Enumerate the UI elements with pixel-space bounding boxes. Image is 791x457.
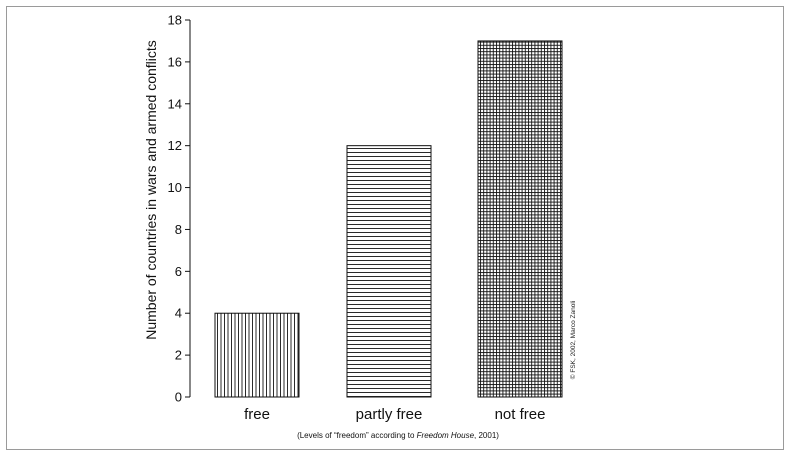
y-axis-title: Number of countries in wars and armed co… [143, 40, 159, 340]
y-axis: 0 2 4 6 8 10 12 14 16 18 [168, 13, 191, 405]
footnote-suffix: , 2001) [474, 431, 499, 440]
footnote-source: Freedom House [417, 431, 475, 440]
y-tick-label: 18 [168, 13, 182, 28]
x-category-label: partly free [356, 406, 423, 423]
bar-partly-free [346, 145, 432, 398]
footnote-prefix: (Levels of “freedom” according to [297, 431, 417, 440]
bar-not-free [477, 40, 563, 398]
bar-free [214, 312, 300, 398]
bars [214, 40, 563, 398]
y-tick-label: 8 [175, 222, 182, 237]
x-category-label: free [244, 406, 270, 423]
y-tick-label: 2 [175, 348, 182, 363]
source-footnote: (Levels of “freedom” according to Freedo… [297, 431, 499, 440]
x-axis-labels: free partly free not free [244, 406, 545, 423]
y-tick-label: 14 [168, 96, 182, 111]
y-tick-label: 16 [168, 54, 182, 69]
y-tick-label: 6 [175, 264, 182, 279]
y-tick-label: 10 [168, 180, 182, 195]
y-tick-label: 12 [168, 138, 182, 153]
x-category-label: not free [495, 406, 546, 423]
copyright-credit: © FSK, 2002, Marco Zanoli [569, 301, 577, 380]
y-tick-label: 4 [175, 306, 182, 321]
y-tick-label: 0 [175, 390, 182, 405]
